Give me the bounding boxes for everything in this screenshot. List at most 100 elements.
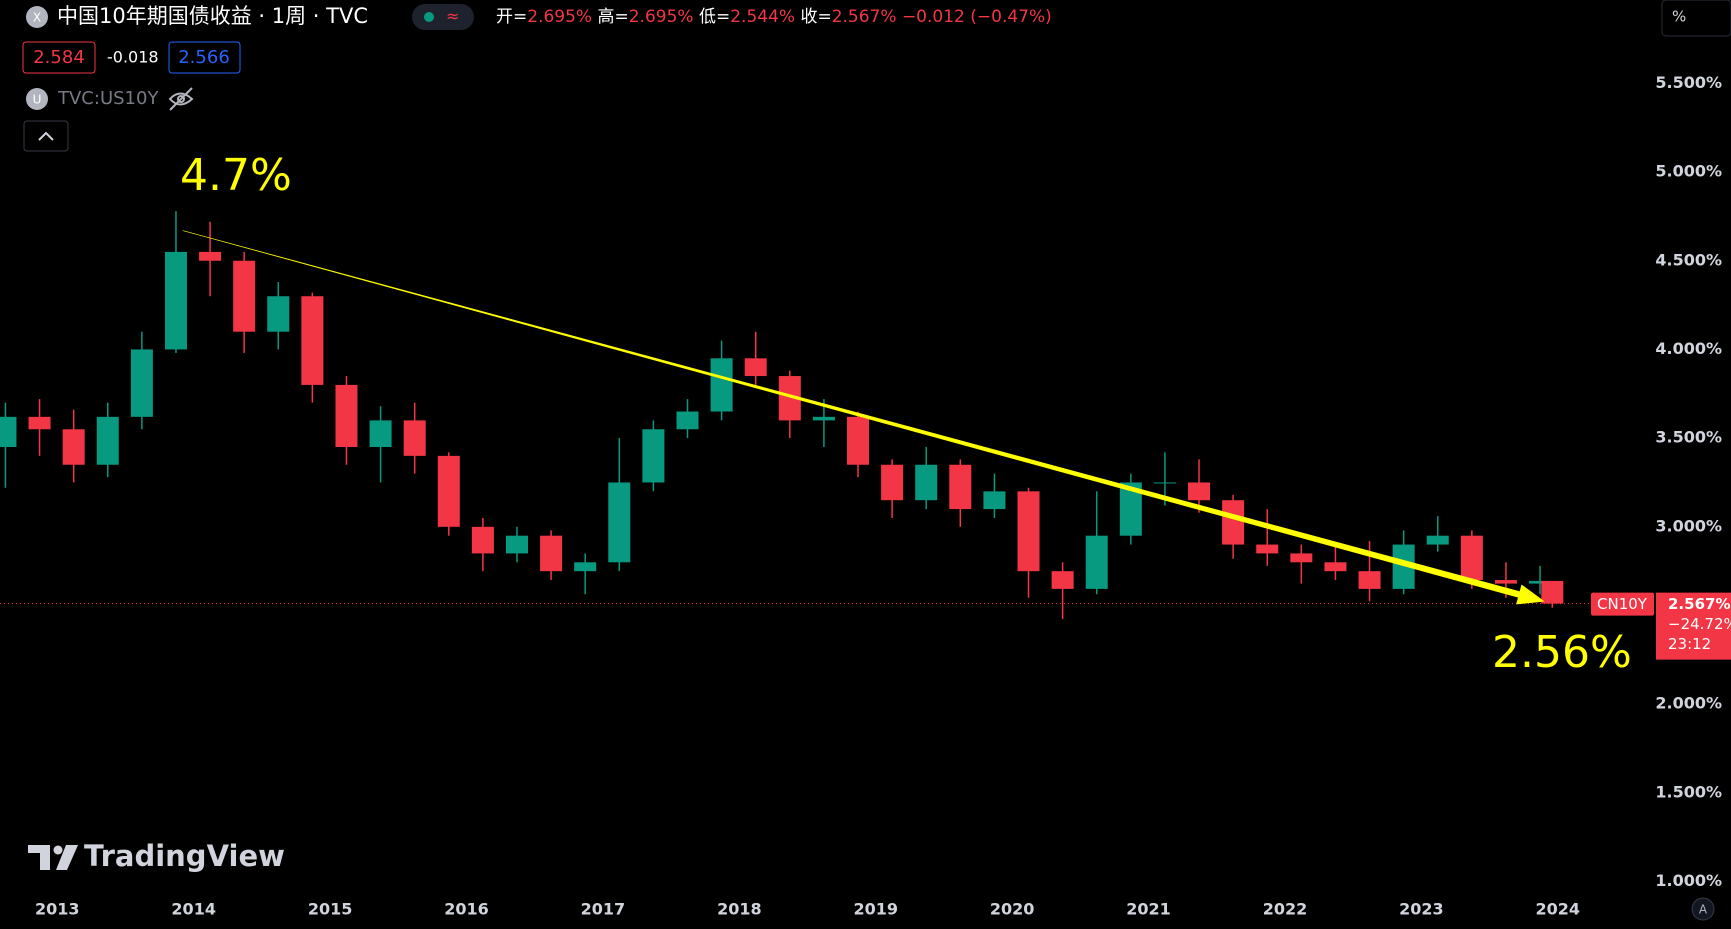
candle-body — [949, 464, 972, 510]
y-tick-label: 4.500% — [1655, 250, 1722, 269]
candle-body — [403, 420, 426, 456]
candle-body — [915, 464, 938, 501]
y-tick-label: 1.000% — [1655, 871, 1722, 890]
bid-price: 2.584 — [33, 47, 85, 68]
candle-body — [0, 416, 17, 447]
candle-body — [130, 349, 153, 417]
hidden-eye-icon[interactable] — [168, 87, 194, 111]
candle-body — [574, 562, 597, 572]
candle-body — [505, 535, 528, 554]
ohlc-value: 2.695% — [527, 7, 592, 27]
symbol-icon — [26, 6, 48, 28]
candle-body — [1426, 535, 1449, 545]
auto-scale-button[interactable] — [1691, 897, 1715, 921]
candle-body — [1153, 482, 1176, 484]
axis-unit: % — [1672, 8, 1686, 26]
bid-box[interactable] — [22, 41, 96, 74]
auto-scale-label: A — [1699, 903, 1708, 917]
candle-body — [1256, 544, 1279, 554]
ohlc-label: 低= — [699, 7, 730, 27]
tag-change: −24.72% — [1668, 615, 1731, 633]
annotation: 4.7% — [180, 150, 292, 201]
candle-body — [881, 464, 904, 501]
symbol-icon-letter: X — [33, 11, 41, 25]
collapse-button[interactable] — [23, 120, 69, 152]
candle-body — [1324, 562, 1347, 572]
tag-price: 2.567% — [1668, 595, 1730, 613]
candle-body — [1119, 482, 1142, 536]
compare-icon-letter: U — [33, 93, 42, 107]
watermark: TradingView — [84, 839, 285, 873]
candle-body — [233, 260, 256, 332]
compare-icon — [26, 88, 48, 110]
candle-body — [676, 411, 699, 430]
candle-body — [1358, 571, 1381, 589]
y-tick-label: 1.500% — [1655, 782, 1722, 801]
candle-body — [437, 455, 460, 527]
candle-body — [1188, 482, 1211, 501]
candle-body — [778, 376, 801, 421]
candle-body — [608, 482, 631, 563]
candle-body — [164, 251, 187, 350]
candle-body — [96, 416, 119, 465]
candle-body — [1222, 500, 1245, 545]
candle-body — [1494, 580, 1517, 584]
candle-body — [369, 420, 392, 447]
unit-box[interactable] — [1661, 0, 1731, 37]
candle-body — [199, 251, 222, 261]
y-tick-label: 3.500% — [1655, 428, 1722, 447]
candle-body — [1392, 544, 1415, 589]
ohlc-value: 2.544% — [730, 7, 795, 27]
x-tick-label: 2023 — [1399, 900, 1444, 919]
status-dot — [424, 12, 434, 22]
watermark-logo — [28, 845, 78, 870]
y-tick-label: 4.000% — [1655, 339, 1722, 358]
candle-body — [471, 526, 494, 554]
tag-name: CN10Y — [1597, 595, 1648, 613]
candle-body — [540, 535, 563, 572]
candle-body — [744, 358, 767, 377]
x-tick-label: 2017 — [581, 900, 626, 919]
candle-body — [335, 384, 358, 447]
compare-symbol[interactable]: TVC:US10Y — [57, 88, 159, 109]
candle-body — [812, 416, 835, 421]
x-tick-label: 2013 — [35, 900, 80, 919]
candle-body — [301, 296, 324, 385]
ohlc-change: −0.012 (−0.47%) — [902, 7, 1052, 27]
y-tick-label: 5.500% — [1655, 73, 1722, 92]
symbol-title[interactable]: 中国10年期国债收益 · 1周 · TVC — [57, 4, 368, 28]
ohlc-label: 开= — [496, 7, 527, 27]
ohlc-label: 收= — [800, 7, 831, 27]
tag-countdown: 23:12 — [1668, 635, 1711, 653]
candle-body — [1541, 580, 1564, 604]
annotation: 2.56% — [1492, 627, 1632, 678]
x-tick-label: 2018 — [717, 900, 762, 919]
candle-body — [1529, 580, 1552, 584]
ohlc-label: 高= — [597, 7, 628, 27]
y-tick-label: 5.000% — [1655, 162, 1722, 181]
candle-body — [28, 416, 51, 430]
candle-body — [1290, 553, 1313, 563]
candle-body — [847, 416, 870, 465]
ohlc-value: 2.567% — [832, 7, 897, 27]
x-tick-label: 2024 — [1536, 900, 1581, 919]
ohlc-value: 2.695% — [629, 7, 694, 27]
status-pill[interactable] — [412, 4, 474, 30]
trend-arrow — [182, 230, 1545, 605]
candle-body — [267, 296, 290, 332]
candle-body — [710, 358, 733, 412]
x-tick-label: 2016 — [444, 900, 489, 919]
candle-body — [983, 491, 1006, 510]
x-tick-label: 2019 — [853, 900, 898, 919]
ask-price: 2.566 — [178, 47, 230, 68]
candle-body — [1460, 535, 1483, 581]
x-tick-label: 2014 — [171, 900, 216, 919]
x-tick-label: 2015 — [308, 900, 353, 919]
candle-body — [1051, 571, 1074, 589]
ohlc-line: 开=2.695% 高=2.695% 低=2.544% 收=2.567% −0.0… — [496, 7, 1052, 27]
ask-box[interactable] — [168, 41, 241, 74]
tag-name-box — [1591, 592, 1654, 616]
candle-body — [642, 429, 665, 483]
